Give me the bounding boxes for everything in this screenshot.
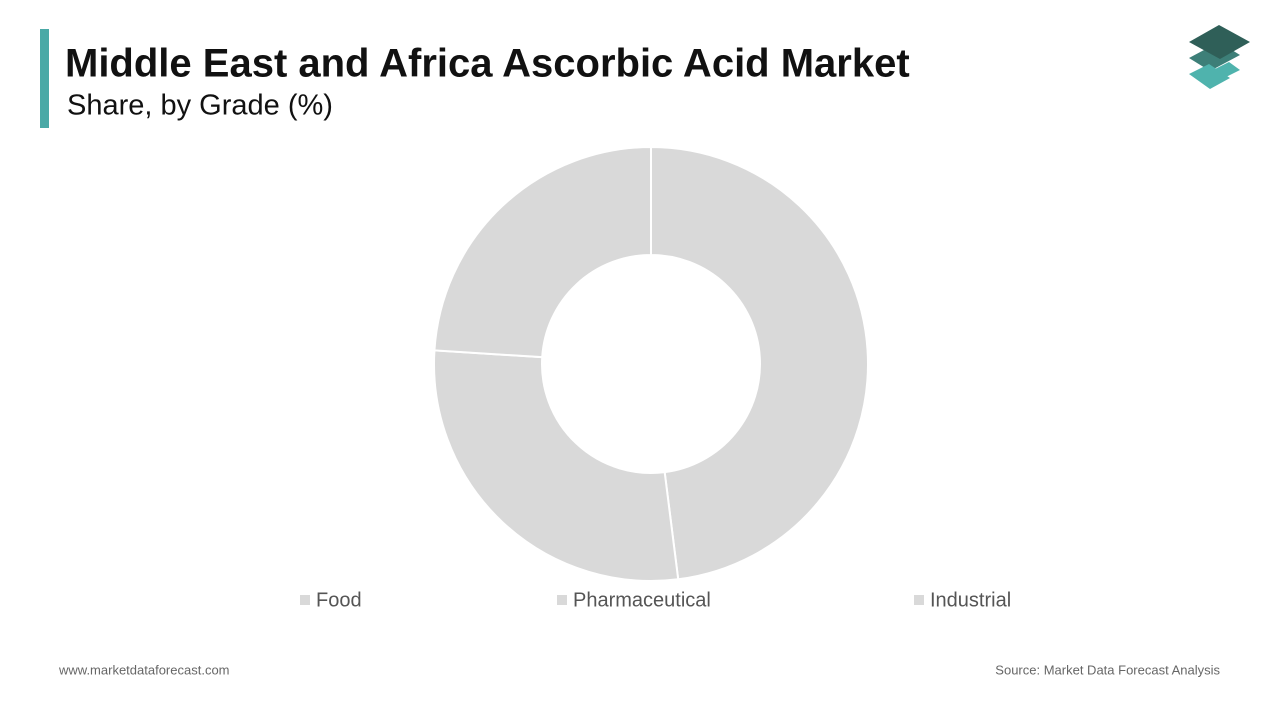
legend-swatch bbox=[557, 595, 567, 605]
logo bbox=[1189, 25, 1250, 89]
donut-slice bbox=[433, 349, 680, 582]
legend-label: Industrial bbox=[930, 589, 1011, 611]
title-accent bbox=[40, 29, 49, 128]
legend-swatch bbox=[300, 595, 310, 605]
website: www.marketdataforecast.com bbox=[58, 662, 230, 677]
source: Source: Market Data Forecast Analysis bbox=[995, 662, 1220, 677]
chart-subtitle: Share, by Grade (%) bbox=[67, 90, 333, 122]
chart-title: Middle East and Africa Ascorbic Acid Mar… bbox=[65, 42, 910, 86]
donut-slice bbox=[433, 145, 652, 359]
donut-slice bbox=[650, 145, 869, 581]
legend-label: Pharmaceutical bbox=[573, 589, 711, 611]
legend-swatch bbox=[914, 595, 924, 605]
legend-label: Food bbox=[316, 589, 362, 611]
